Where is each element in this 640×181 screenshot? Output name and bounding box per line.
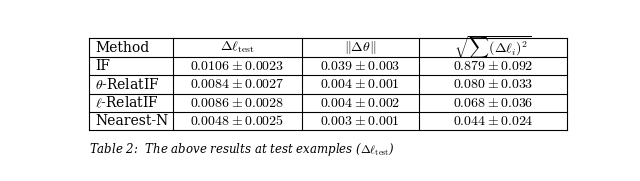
Text: $\theta$-RelatIF: $\theta$-RelatIF [95,77,159,92]
Text: $\|\Delta\theta\|$: $\|\Delta\theta\|$ [344,39,376,56]
Text: $0.0106 \pm 0.0023$: $0.0106 \pm 0.0023$ [190,59,284,73]
Text: $0.0084 \pm 0.0027$: $0.0084 \pm 0.0027$ [190,77,284,91]
Text: $0.0048 \pm 0.0025$: $0.0048 \pm 0.0025$ [190,114,284,128]
Text: $0.044 \pm 0.024$: $0.044 \pm 0.024$ [452,114,533,128]
Text: $0.004 \pm 0.001$: $0.004 \pm 0.001$ [321,77,400,91]
Text: $\Delta\ell_{\mathrm{test}}$: $\Delta\ell_{\mathrm{test}}$ [220,40,255,55]
Text: $0.068 \pm 0.036$: $0.068 \pm 0.036$ [452,96,533,110]
Text: $\ell$-RelatIF: $\ell$-RelatIF [95,95,159,111]
Text: $0.004 \pm 0.002$: $0.004 \pm 0.002$ [320,96,401,110]
Text: Nearest-N: Nearest-N [95,114,168,128]
Text: $0.080 \pm 0.033$: $0.080 \pm 0.033$ [452,77,533,91]
Text: $0.003 \pm 0.001$: $0.003 \pm 0.001$ [321,114,400,128]
Text: IF: IF [95,59,110,73]
Text: $0.0086 \pm 0.0028$: $0.0086 \pm 0.0028$ [190,96,284,110]
Text: Method: Method [95,41,149,55]
Text: Table 2:  The above results at test examples ($\Delta\ell_{\mathrm{test}}$): Table 2: The above results at test examp… [89,141,395,158]
Text: $\sqrt{\sum(\Delta\ell_i)^2}$: $\sqrt{\sum(\Delta\ell_i)^2}$ [454,34,532,61]
Text: $0.879 \pm 0.092$: $0.879 \pm 0.092$ [452,59,533,73]
Text: $0.039 \pm 0.003$: $0.039 \pm 0.003$ [320,59,401,73]
